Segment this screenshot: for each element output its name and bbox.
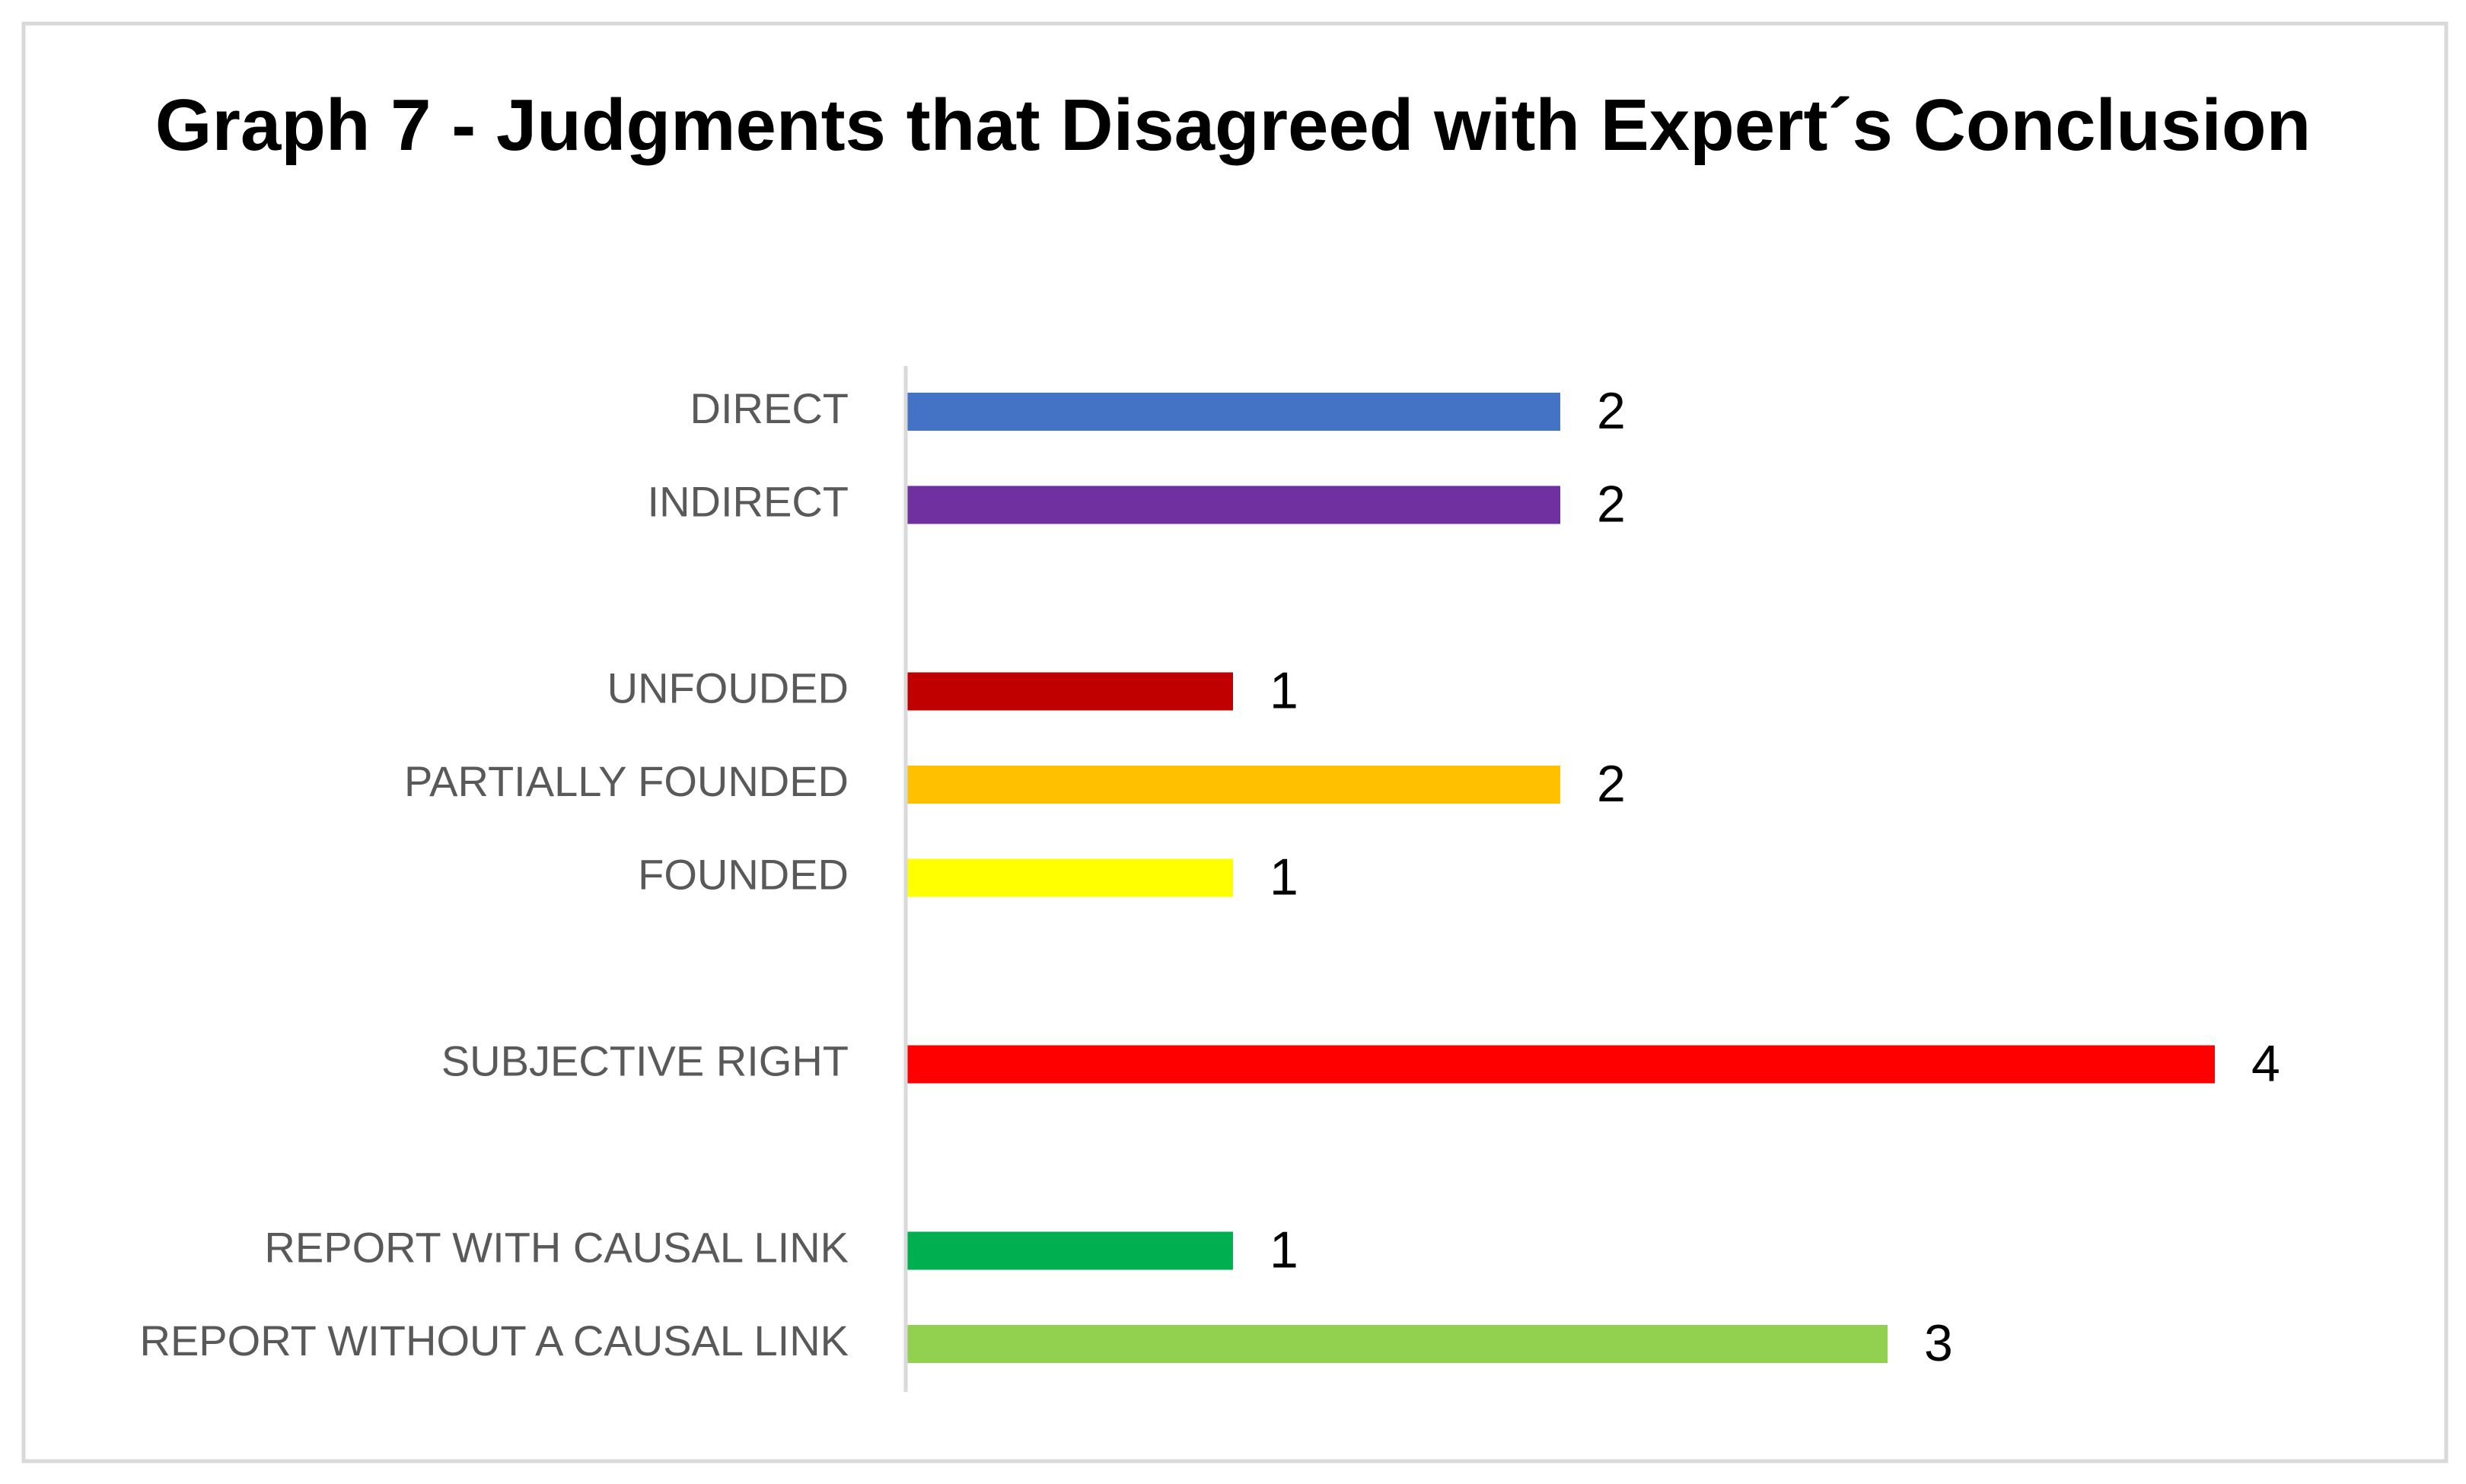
data-label: 1 xyxy=(1270,661,1298,719)
chart-border xyxy=(21,21,2448,1463)
bar xyxy=(906,672,1233,711)
data-label: 2 xyxy=(1597,755,1626,813)
chart-title: Graph 7 - Judgments that Disagreed with … xyxy=(155,84,2311,166)
y-tick-label: DIRECT xyxy=(690,384,849,432)
y-tick-label: PARTIALLY FOUNDED xyxy=(404,757,849,805)
bar xyxy=(906,1325,1888,1363)
bar xyxy=(906,486,1560,524)
y-tick-label: SUBJECTIVE RIGHT xyxy=(441,1037,849,1084)
y-tick-label: REPORT WITH CAUSAL LINK xyxy=(264,1223,849,1271)
data-label: 3 xyxy=(1924,1314,1953,1372)
y-tick-label: INDIRECT xyxy=(648,477,849,525)
data-label: 2 xyxy=(1597,382,1626,440)
data-label: 2 xyxy=(1597,475,1626,533)
bar xyxy=(906,858,1233,897)
bar xyxy=(906,1045,2215,1084)
y-tick-label: REPORT WITHOUT A CAUSAL LINK xyxy=(140,1317,849,1365)
data-label: 4 xyxy=(2251,1034,2280,1092)
bar xyxy=(906,1231,1233,1270)
y-tick-label: FOUNDED xyxy=(638,850,849,898)
bar xyxy=(906,393,1560,431)
bar xyxy=(906,766,1560,804)
data-label: 1 xyxy=(1270,848,1298,906)
data-label: 1 xyxy=(1270,1221,1298,1279)
y-tick-label: UNFOUDED xyxy=(607,664,849,712)
